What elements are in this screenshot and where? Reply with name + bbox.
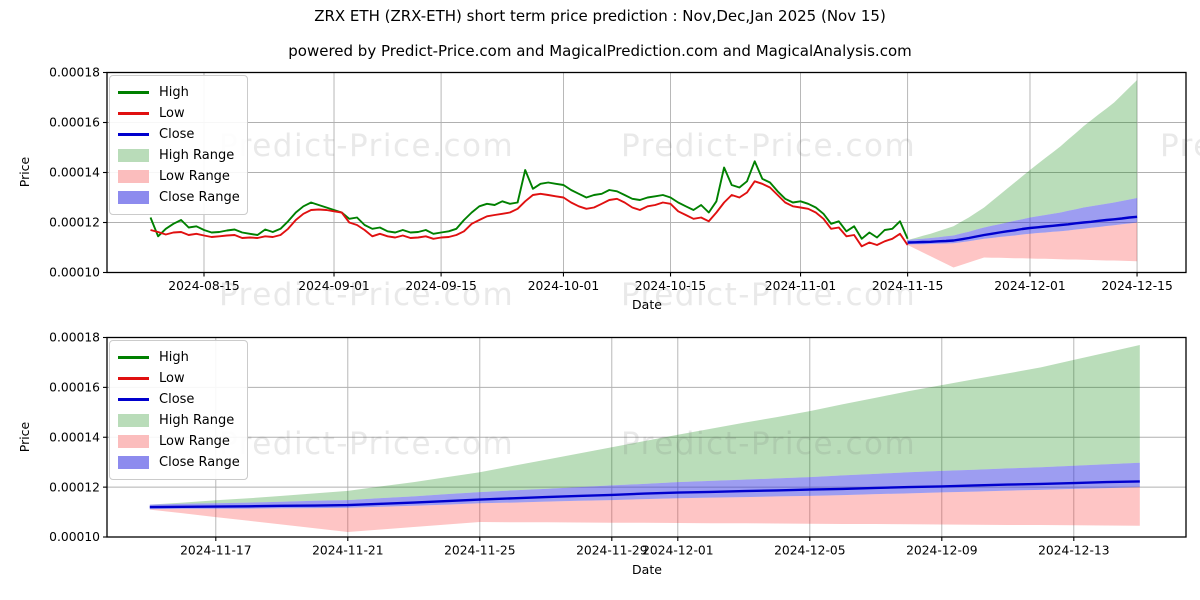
y-tick-label: 0.00016: [49, 116, 100, 130]
legend-item-high: High: [118, 82, 238, 103]
high-line: [149, 160, 909, 240]
x-tick-label: 2024-11-29: [576, 544, 647, 558]
y-tick-label: 0.00016: [49, 381, 100, 395]
x-tick-label: 2024-12-01: [642, 544, 713, 558]
x-tick-label: 2024-12-05: [774, 544, 845, 558]
y-axis-label-bottom: Price: [17, 421, 32, 453]
legend-label: High: [159, 85, 189, 100]
legend-item-close: Close: [118, 389, 238, 410]
legend-label: Low: [159, 371, 185, 386]
x-tick-label: 2024-12-13: [1038, 544, 1109, 558]
x-tick-label: 2024-11-15: [872, 279, 943, 293]
x-tick-label: 2024-11-21: [312, 544, 383, 558]
y-tick-label: 0.00010: [49, 530, 100, 544]
legend-label: High: [159, 350, 189, 365]
y-tick-label: 0.00010: [49, 266, 100, 280]
y-tick-label: 0.00014: [49, 166, 100, 180]
high-range-area: [907, 80, 1138, 240]
close-line-swatch: [118, 133, 149, 136]
high-line-swatch: [118, 356, 149, 359]
x-tick-label: 2024-08-15: [168, 279, 239, 293]
high-range-swatch: [118, 414, 149, 427]
legend-label: Low Range: [159, 434, 230, 449]
legend-label: Close Range: [159, 190, 240, 205]
x-axis-label-bottom: Date: [632, 562, 662, 577]
legend-item-low: Low: [118, 368, 238, 389]
legend-top-chart: High Low Close High Range Low Range Clos…: [109, 75, 248, 215]
close-line: [907, 215, 1138, 244]
close-line: [149, 480, 1140, 509]
x-tick-label: 2024-10-01: [528, 279, 599, 293]
y-tick-label: 0.00014: [49, 430, 100, 444]
x-tick-label: 2024-12-01: [994, 279, 1065, 293]
legend-label: High Range: [159, 413, 235, 428]
high-range-area: [149, 345, 1140, 505]
high-range-swatch: [118, 149, 149, 162]
y-tick-label: 0.00018: [49, 331, 100, 345]
y-axis-label-top: Price: [17, 156, 32, 188]
x-tick-label: 2024-09-15: [405, 279, 476, 293]
x-tick-label: 2024-11-17: [180, 544, 251, 558]
y-tick-label: 0.00012: [49, 480, 100, 494]
legend-label: Close Range: [159, 455, 240, 470]
low-range-area: [149, 487, 1140, 532]
low-line-swatch: [118, 112, 149, 115]
x-tick-label: 2024-11-01: [765, 279, 836, 293]
x-axis-label-top: Date: [632, 297, 662, 312]
legend-item-close-range: Close Range: [118, 187, 240, 208]
low-range-area: [907, 222, 1138, 268]
close-line-swatch: [118, 398, 149, 401]
legend-item-high-range: High Range: [118, 410, 238, 431]
legend-item-low: Low: [118, 103, 238, 124]
low-range-swatch: [118, 170, 149, 183]
close-range-area: [149, 462, 1140, 510]
close-range-swatch: [118, 456, 149, 469]
legend-label: Low: [159, 106, 185, 121]
x-tick-label: 2024-12-15: [1101, 279, 1172, 293]
legend-label: High Range: [159, 148, 235, 163]
legend-label: Low Range: [159, 169, 230, 184]
page-title: ZRX ETH (ZRX-ETH) short term price predi…: [314, 7, 886, 25]
close-range-swatch: [118, 191, 149, 204]
legend-item-high-range: High Range: [118, 145, 238, 166]
low-line: [150, 180, 909, 248]
legend-item-low-range: Low Range: [118, 431, 238, 452]
legend-item-close-range: Close Range: [118, 452, 240, 473]
x-tick-label: 2024-12-09: [906, 544, 977, 558]
page-subtitle: powered by Predict-Price.com and Magical…: [288, 42, 912, 60]
low-range-swatch: [118, 435, 149, 448]
x-tick-label: 2024-09-01: [298, 279, 369, 293]
legend-bottom-chart: High Low Close High Range Low Range Clos…: [109, 340, 248, 480]
close-range-area: [907, 198, 1138, 245]
y-tick-label: 0.00012: [49, 216, 100, 230]
legend-item-high: High: [118, 347, 238, 368]
legend-label: Close: [159, 127, 195, 142]
legend-label: Close: [159, 392, 195, 407]
x-tick-label: 2024-10-15: [635, 279, 706, 293]
legend-item-close: Close: [118, 124, 238, 145]
legend-item-low-range: Low Range: [118, 166, 238, 187]
y-tick-label: 0.00018: [49, 66, 100, 80]
x-tick-label: 2024-11-25: [444, 544, 515, 558]
high-line-swatch: [118, 91, 149, 94]
low-line-swatch: [118, 377, 149, 380]
